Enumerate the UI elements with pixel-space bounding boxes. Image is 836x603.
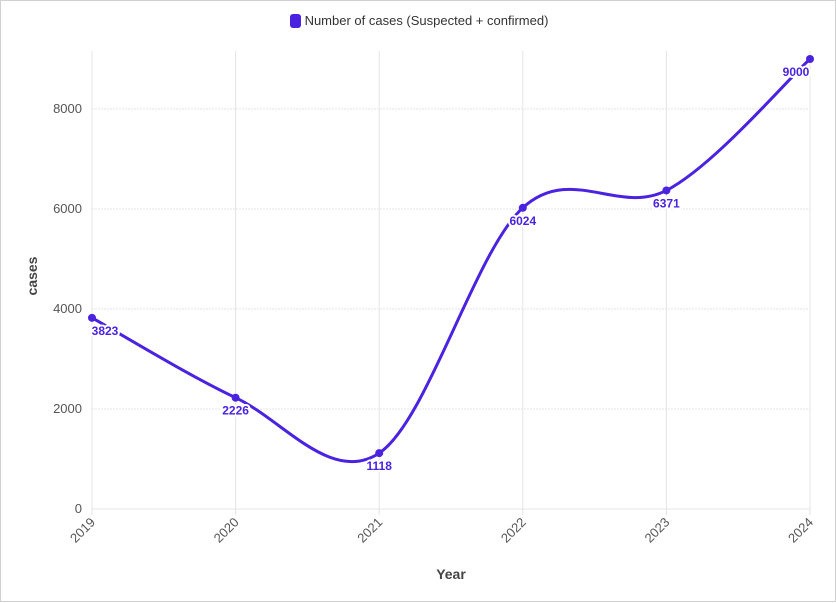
x-tick-label: 2021 — [354, 515, 385, 546]
data-label-halo: 9000 — [783, 65, 810, 79]
data-point[interactable] — [806, 55, 814, 63]
x-axis-title: Year — [436, 566, 466, 582]
data-label: 6024 — [509, 214, 536, 228]
data-label-halo: 3823 — [92, 324, 119, 338]
legend-label: Number of cases (Suspected + confirmed) — [304, 13, 549, 28]
x-tick-label: 2022 — [498, 515, 529, 546]
y-tick-label: 0 — [75, 501, 82, 516]
data-label: 2226 — [222, 404, 249, 418]
x-tick-label: 2020 — [211, 515, 242, 546]
data-label: 3823 — [92, 324, 119, 338]
data-point[interactable] — [375, 449, 384, 458]
legend-swatch — [289, 13, 301, 28]
data-point[interactable] — [518, 203, 527, 212]
data-labels: 3823382322262226111811186024602463716371… — [90, 63, 812, 475]
y-tick-label: 6000 — [53, 201, 82, 216]
y-tick-label: 8000 — [53, 101, 82, 116]
legend[interactable]: Number of cases (Suspected + confirmed) — [1, 13, 836, 28]
data-label-halo: 1118 — [367, 459, 393, 473]
gridlines — [91, 51, 811, 515]
data-points[interactable] — [88, 55, 814, 458]
y-tick-label: 4000 — [53, 301, 82, 316]
data-label: 6371 — [653, 196, 680, 210]
x-tick-label: 2024 — [785, 515, 816, 546]
series-line — [91, 57, 812, 464]
y-tick-label: 2000 — [53, 401, 82, 416]
data-label: 1118 — [367, 459, 393, 473]
x-axis-ticks: 2019 2020 2021 2022 2023 2024 — [67, 515, 816, 546]
data-point[interactable] — [662, 186, 671, 195]
data-label: 9000 — [783, 65, 810, 79]
data-label-halo: 6371 — [653, 196, 680, 210]
data-label-halo: 6024 — [509, 214, 536, 228]
x-tick-label: 2019 — [67, 515, 98, 546]
data-label-halo: 2226 — [222, 404, 249, 418]
data-point[interactable] — [231, 393, 240, 402]
y-axis-title: cases — [24, 256, 40, 295]
x-tick-label: 2023 — [641, 515, 672, 546]
data-point[interactable] — [88, 313, 96, 322]
y-axis-ticks: 0 2000 4000 6000 8000 — [53, 101, 82, 516]
